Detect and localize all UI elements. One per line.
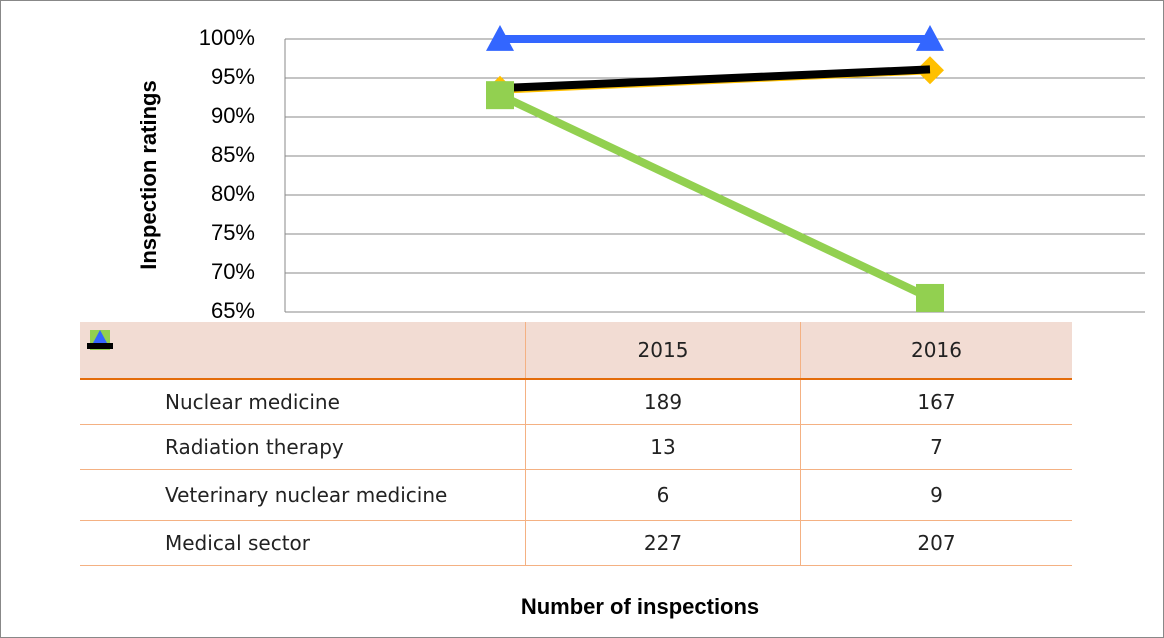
- table-row: Veterinary nuclear medicine 6 9: [80, 330, 1072, 521]
- data-table: 2015 2016 Nuclear medicine 189 167 Radiation …: [80, 322, 1072, 566]
- cell: [155, 322, 525, 378]
- y-tick-label: 70%: [211, 259, 255, 284]
- y-tick-label: 85%: [211, 142, 255, 167]
- legend-cell: [80, 343, 155, 565]
- legend-label: Nuclear medicine: [165, 390, 340, 414]
- legend-label: Radiation therapy: [165, 435, 344, 459]
- point-marker: [486, 25, 514, 51]
- legend-cell: [80, 330, 155, 520]
- y-tick-label: 100%: [199, 25, 255, 50]
- y-tick-label: 65%: [211, 298, 255, 323]
- table-row: Radiation therapy 13 7: [80, 330, 1072, 470]
- y-axis-label: Inspection ratings: [136, 80, 161, 269]
- legend-label: Veterinary nuclear medicine: [165, 483, 448, 507]
- column-header: 2015: [525, 322, 800, 378]
- table-cell: 189: [525, 380, 800, 424]
- table-cell: 207: [800, 521, 1072, 565]
- y-tick-label: 95%: [211, 64, 255, 89]
- point-marker: [916, 25, 944, 51]
- legend-cell: [80, 330, 155, 469]
- point-marker: [916, 283, 944, 312]
- table-row: Medical sector 227 207: [80, 343, 1072, 566]
- series-line: [499, 65, 931, 93]
- legend-label: Medical sector: [165, 531, 310, 555]
- table-cell: 13: [525, 425, 800, 469]
- x-axis-label: Number of inspections: [521, 594, 759, 619]
- table-cell: 7: [800, 425, 1072, 469]
- table-cell: 6: [525, 470, 800, 520]
- table-cell: 227: [525, 521, 800, 565]
- point-marker: [486, 81, 514, 110]
- table-header: 2015 2016: [80, 322, 1072, 380]
- column-header: 2016: [800, 322, 1072, 378]
- series-line: [498, 91, 932, 302]
- legend-cell: [80, 330, 155, 424]
- legend-marker: [87, 343, 113, 349]
- table-cell: 9: [800, 470, 1072, 520]
- table-cell: 167: [800, 380, 1072, 424]
- y-tick-label: 75%: [211, 220, 255, 245]
- y-tick-label: 90%: [211, 103, 255, 128]
- legend-icon: [87, 343, 113, 349]
- y-tick-label: 80%: [211, 181, 255, 206]
- table-row: Nuclear medicine 189 167: [80, 330, 1072, 425]
